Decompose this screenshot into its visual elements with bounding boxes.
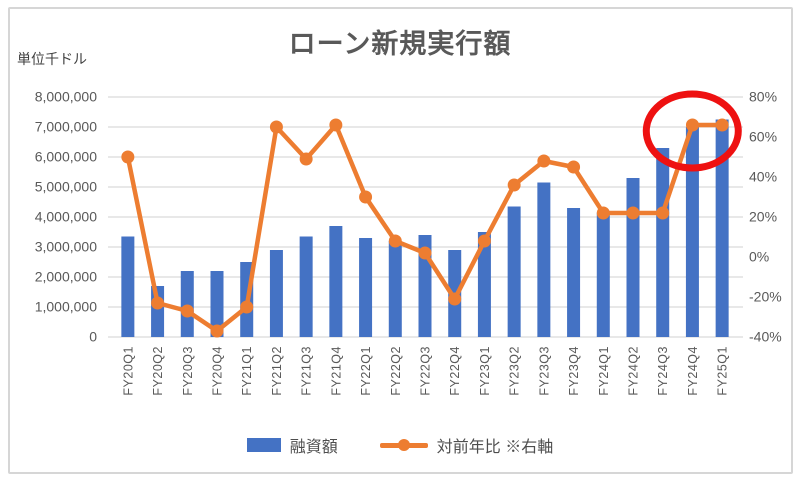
- left-axis-tick-label: 3,000,000: [35, 239, 97, 255]
- bar-FY21Q3: [299, 236, 313, 337]
- x-axis-tick-label: FY21Q1: [240, 346, 254, 396]
- x-axis-tick-label: FY20Q4: [211, 346, 225, 396]
- right-axis-tick-label: 60%: [749, 129, 777, 145]
- bar-FY23Q2: [507, 206, 521, 337]
- legend-line-label: 対前年比 ※右軸: [436, 439, 554, 456]
- x-axis-tick-label: FY20Q2: [151, 346, 165, 396]
- yoy-marker-FY24Q2: [626, 206, 640, 220]
- x-axis-tick-label: FY24Q3: [656, 346, 670, 396]
- x-axis-tick-label: FY24Q1: [597, 346, 611, 396]
- bar-FY22Q2: [388, 241, 402, 337]
- bar-FY23Q1: [477, 232, 491, 337]
- left-axis-tick-label: 4,000,000: [35, 209, 97, 225]
- yoy-marker-FY20Q1: [121, 150, 135, 164]
- yoy-marker-FY24Q4: [685, 118, 699, 132]
- bar-FY24Q2: [626, 178, 640, 337]
- x-axis-tick-label: FY21Q3: [300, 346, 314, 396]
- chart-title: ローン新規実行額: [288, 29, 512, 59]
- legend-item-yoy: 対前年比 ※右軸: [379, 433, 554, 457]
- yoy-marker-FY21Q4: [329, 118, 343, 132]
- yoy-marker-FY24Q1: [596, 206, 610, 220]
- x-axis-tick-label: FY22Q3: [419, 346, 433, 396]
- bar-FY23Q3: [537, 182, 551, 337]
- yoy-marker-FY20Q3: [180, 304, 194, 318]
- yoy-marker-FY20Q2: [151, 296, 165, 310]
- right-axis-tick-label: -40%: [749, 329, 782, 345]
- yoy-marker-FY21Q3: [299, 152, 313, 166]
- x-axis-tick-label: FY22Q1: [359, 346, 373, 396]
- left-axis-tick-label: 8,000,000: [35, 89, 97, 105]
- bar-FY20Q1: [121, 236, 135, 337]
- bar-FY24Q1: [596, 212, 610, 337]
- bar-FY23Q4: [567, 208, 581, 337]
- x-axis-tick-label: FY23Q2: [508, 346, 522, 396]
- x-axis-tick-label: FY20Q1: [121, 346, 135, 396]
- x-axis-tick-label: FY24Q4: [686, 346, 700, 396]
- line-series-swatch: [379, 438, 428, 452]
- yoy-marker-FY22Q4: [448, 292, 462, 306]
- line-swatch-marker: [397, 439, 410, 451]
- right-axis-tick-label: 0%: [749, 249, 769, 265]
- bar-FY21Q4: [329, 226, 343, 337]
- x-axis-tick-label: FY21Q2: [270, 346, 284, 396]
- legend: 融資額 対前年比 ※右軸: [0, 433, 800, 457]
- bar-FY20Q3: [180, 271, 194, 337]
- yoy-marker-FY25Q1: [715, 118, 729, 132]
- left-axis-tick-label: 5,000,000: [35, 179, 97, 195]
- yoy-marker-FY20Q4: [210, 324, 224, 338]
- bar-FY24Q4: [685, 127, 699, 337]
- right-axis-tick-label: 80%: [749, 89, 777, 105]
- x-axis-tick-label: FY22Q4: [448, 346, 462, 396]
- x-axis-tick-label: FY24Q2: [627, 346, 641, 396]
- right-axis-tick-label: 40%: [749, 169, 777, 185]
- left-axis-tick-label: 1,000,000: [35, 299, 97, 315]
- axis-unit-label: 単位千ドル: [17, 51, 87, 67]
- yoy-marker-FY22Q2: [388, 234, 402, 248]
- left-axis-tick-label: 7,000,000: [35, 119, 97, 135]
- bar-FY21Q2: [269, 250, 283, 337]
- left-axis-tick-label: 2,000,000: [35, 269, 97, 285]
- right-axis-tick-label: 20%: [749, 209, 777, 225]
- left-axis-tick-label: 6,000,000: [35, 149, 97, 165]
- x-axis-tick-label: FY23Q1: [478, 346, 492, 396]
- left-axis-tick-label: 0: [89, 329, 97, 345]
- yoy-marker-FY22Q3: [418, 246, 432, 260]
- red-circle-annotation: [642, 90, 742, 172]
- x-axis-tick-label: FY22Q2: [389, 346, 403, 396]
- yoy-marker-FY24Q3: [656, 206, 670, 220]
- yoy-marker-FY22Q1: [359, 190, 373, 204]
- yoy-marker-FY21Q2: [269, 120, 283, 134]
- x-axis-tick-label: FY23Q4: [567, 346, 581, 396]
- x-axis-tick-label: FY20Q3: [181, 346, 195, 396]
- bar-series-swatch: [246, 438, 281, 452]
- x-axis-tick-label: FY25Q1: [716, 346, 730, 396]
- yoy-marker-FY23Q1: [477, 234, 491, 248]
- legend-bar-label: 融資額: [289, 439, 338, 456]
- bar-FY20Q4: [210, 271, 224, 337]
- yoy-marker-FY23Q3: [537, 154, 551, 168]
- x-axis-tick-label: FY23Q3: [537, 346, 551, 396]
- bar-FY25Q1: [715, 119, 729, 337]
- yoy-marker-FY23Q4: [567, 160, 581, 174]
- yoy-marker-FY23Q2: [507, 178, 521, 192]
- x-axis-tick-label: FY21Q4: [329, 346, 343, 396]
- bar-FY24Q3: [656, 148, 670, 337]
- right-axis-tick-label: -20%: [749, 289, 782, 305]
- bar-FY22Q1: [359, 238, 373, 337]
- legend-item-loan-amount: 融資額: [246, 433, 338, 457]
- yoy-marker-FY21Q1: [240, 300, 254, 314]
